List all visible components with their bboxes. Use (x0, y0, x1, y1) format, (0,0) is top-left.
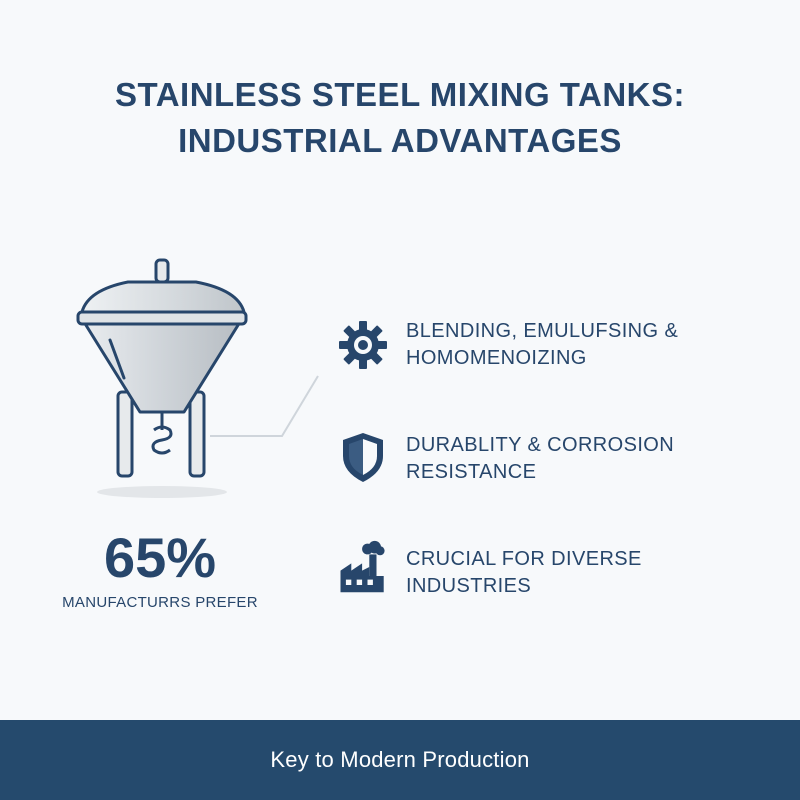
feature-text: DURABLITY & CORROSION RESISTANCE (406, 432, 776, 486)
connector-line (210, 375, 319, 437)
feature-line-1: BLENDING, EMULUFSING & (406, 320, 679, 342)
feature-line-2: INDUSTRIES (406, 575, 532, 597)
title-line-2: INDUSTRIAL ADVANTAGES (178, 122, 622, 159)
feature-industries: CRUCIAL FOR DIVERSE INDUSTRIES (336, 540, 776, 616)
factory-icon (340, 540, 385, 593)
footer-text: Key to Modern Production (270, 747, 530, 772)
feature-line-1: DURABLITY & CORROSION (406, 434, 675, 456)
feature-text: BLENDING, EMULUFSING & HOMOMENOIZING (406, 318, 776, 372)
feature-line-1: CRUCIAL FOR DIVERSE (406, 548, 642, 570)
page-title: STAINLESS STEEL MIXING TANKS: INDUSTRIAL… (0, 72, 800, 164)
gear-icon (339, 321, 387, 369)
stat-label: MANUFACTURRS PREFER (62, 594, 258, 611)
stat-value: 65% (103, 526, 217, 589)
mixing-tank-icon (76, 258, 248, 498)
title-line-1: STAINLESS STEEL MIXING TANKS: (114, 76, 686, 113)
feature-line-2: HOMOMENOIZING (406, 347, 587, 369)
feature-blending: BLENDING, EMULUFSING & HOMOMENOIZING (336, 318, 776, 388)
feature-line-2: RESISTANCE (406, 461, 537, 483)
feature-durability: DURABLITY & CORROSION RESISTANCE (336, 432, 776, 502)
footer-banner: Key to Modern Production (0, 720, 800, 800)
feature-text: CRUCIAL FOR DIVERSE INDUSTRIES (406, 546, 776, 600)
shield-icon (343, 433, 383, 482)
